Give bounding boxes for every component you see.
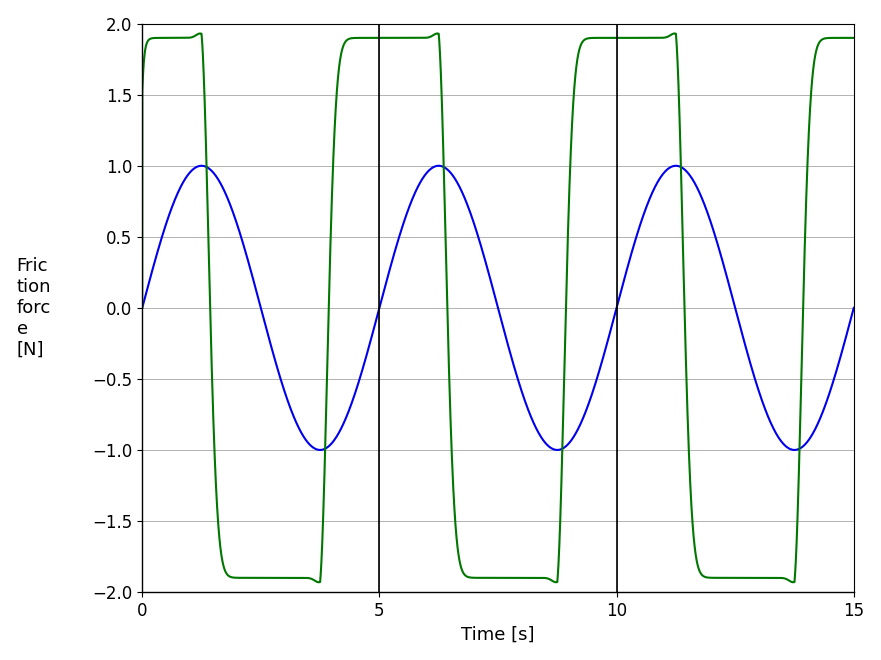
- Y-axis label: Fric
tion
forc
e
[N]: Fric tion forc e [N]: [17, 257, 51, 358]
- X-axis label: Time [s]: Time [s]: [462, 625, 535, 644]
